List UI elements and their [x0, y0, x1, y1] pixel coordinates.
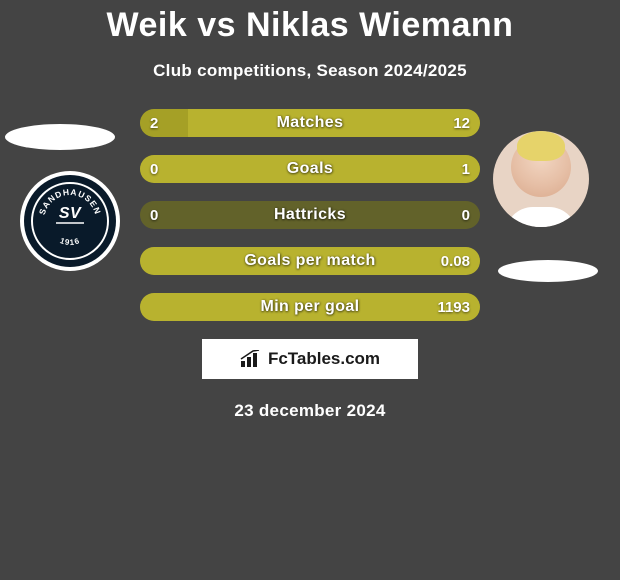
bar-value-right: 1	[462, 155, 470, 183]
stat-row: Min per goal1193	[140, 293, 480, 321]
bar-value-left: 0	[150, 201, 158, 229]
page-title: Weik vs Niklas Wiemann	[0, 6, 620, 45]
bar-value-left: 2	[150, 109, 158, 137]
bar-value-right: 0	[462, 201, 470, 229]
brand-text: FcTables.com	[268, 349, 380, 368]
bar-value-right: 12	[453, 109, 470, 137]
bar-value-right: 0.08	[441, 247, 470, 275]
stat-row: Goals per match0.08	[140, 247, 480, 275]
bar-label: Hattricks	[140, 201, 480, 229]
bar-label: Min per goal	[140, 293, 480, 321]
stat-row: Hattricks0 0	[140, 201, 480, 229]
bar-chart-icon	[240, 350, 262, 368]
comparison-bars: Matches212Goals01Hattricks00Goals per ma…	[140, 109, 480, 321]
bar-label: Goals	[140, 155, 480, 183]
bar-label: Goals per match	[140, 247, 480, 275]
bar-label: Matches	[140, 109, 480, 137]
brand-badge: FcTables.com	[202, 339, 418, 379]
bar-value-right: 1193	[437, 293, 470, 321]
stat-row: Goals0 1	[140, 155, 480, 183]
bar-value-left: 0	[150, 155, 158, 183]
subtitle: Club competitions, Season 2024/2025	[0, 61, 620, 81]
date-text: 23 december 2024	[0, 401, 620, 421]
stat-row: Matches2 12	[140, 109, 480, 137]
